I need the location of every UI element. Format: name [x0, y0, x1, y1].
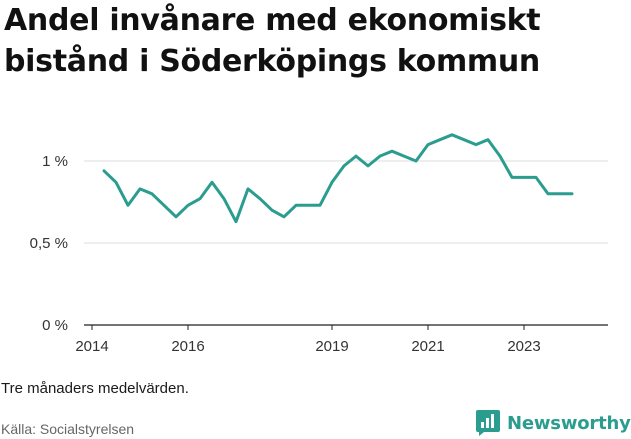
- grid-layer: [84, 160, 608, 244]
- y-tick-label: 0,5 %: [30, 235, 68, 252]
- newsworthy-logo: Newsworthy: [475, 409, 631, 437]
- x-tick-label: 2021: [411, 338, 444, 355]
- x-tick-label: 2023: [507, 338, 540, 355]
- chart-note: Tre månaders medelvärden.: [1, 380, 189, 397]
- x-tick-label: 2014: [75, 338, 108, 355]
- series-layer: [102, 133, 574, 224]
- y-tick-label: 0 %: [42, 317, 68, 334]
- source-label: Källa: Socialstyrelsen: [1, 421, 135, 437]
- y-tick-label: 1 %: [42, 153, 68, 170]
- chart-title: Andel invånare med ekonomiskt bistånd i …: [4, 3, 541, 79]
- brand-name: Newsworthy: [507, 412, 631, 434]
- x-tick-label: 2019: [315, 338, 348, 355]
- series-line: [102, 133, 574, 224]
- x-tick-label: 2016: [171, 338, 204, 355]
- newsworthy-logo-icon: [476, 410, 500, 436]
- axis-layer: 0 % 0,5 % 1 % 2014 2016 2019 2021 2023: [30, 153, 608, 355]
